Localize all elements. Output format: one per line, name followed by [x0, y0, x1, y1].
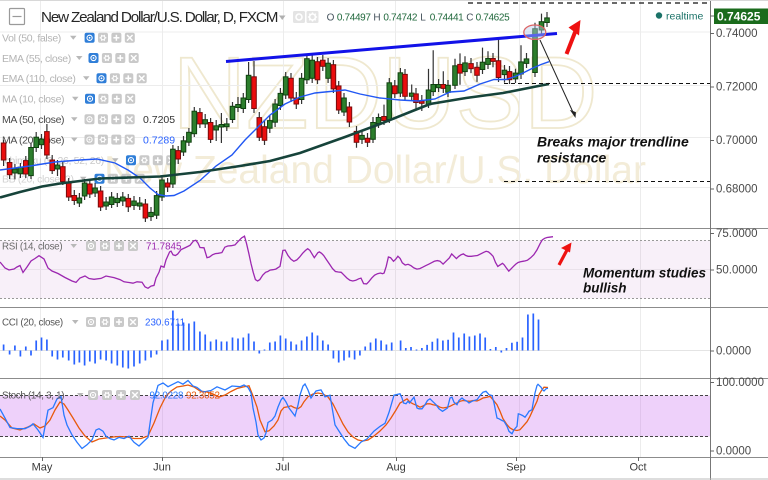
svg-text:Breaks major trendline: Breaks major trendline — [537, 134, 689, 150]
svg-text:Oct: Oct — [629, 462, 646, 474]
svg-text:0.7205: 0.7205 — [143, 114, 175, 126]
svg-text:MA (10, close): MA (10, close) — [2, 94, 64, 106]
svg-text:Jul: Jul — [275, 462, 289, 474]
svg-text:New Zealand Dollar/U.S. Dollar: New Zealand Dollar/U.S. Dollar, D, FXCM — [41, 9, 278, 26]
svg-text:O: O — [327, 13, 335, 24]
svg-text:H: H — [373, 13, 380, 24]
svg-text:0.68000: 0.68000 — [716, 184, 758, 196]
svg-text:Aug: Aug — [386, 462, 406, 474]
svg-text:L: L — [420, 13, 426, 24]
svg-text:May: May — [32, 462, 53, 474]
svg-text:C: C — [466, 13, 473, 24]
svg-text:0.74742: 0.74742 — [383, 13, 417, 24]
svg-text:Sep: Sep — [506, 462, 526, 474]
svg-text:0.74441: 0.74441 — [430, 13, 464, 24]
svg-text:92.0228: 92.0228 — [150, 390, 184, 401]
svg-text:0.0000: 0.0000 — [716, 446, 751, 458]
svg-text:0.74000: 0.74000 — [716, 28, 758, 40]
svg-text:EMA (55, close): EMA (55, close) — [2, 53, 71, 65]
svg-text:Jun: Jun — [153, 462, 171, 474]
svg-text:0.74497: 0.74497 — [337, 13, 371, 24]
svg-text:Vol (50, false): Vol (50, false) — [2, 33, 61, 45]
svg-text:0.74625: 0.74625 — [717, 10, 761, 24]
svg-text:EMA (110, close): EMA (110, close) — [2, 73, 76, 85]
svg-text:92.3052: 92.3052 — [186, 390, 220, 401]
svg-text:0.7289: 0.7289 — [143, 134, 175, 146]
svg-text:resistance: resistance — [537, 150, 606, 166]
svg-text:0.72000: 0.72000 — [716, 82, 758, 94]
svg-text:Momentum studies: Momentum studies — [583, 266, 707, 281]
svg-text:realtime: realtime — [666, 11, 704, 23]
svg-text:CCI (20, close): CCI (20, close) — [2, 317, 63, 328]
svg-text:0.70000: 0.70000 — [716, 135, 758, 147]
svg-text:bullish: bullish — [583, 281, 627, 296]
svg-text:100.0000: 100.0000 — [716, 377, 764, 389]
svg-text:71.7845: 71.7845 — [146, 241, 182, 252]
svg-text:230.6711: 230.6711 — [145, 317, 185, 328]
svg-text:MA (50, close): MA (50, close) — [2, 114, 64, 126]
svg-text:MA (20, close): MA (20, close) — [2, 134, 64, 146]
svg-text:0.0000: 0.0000 — [716, 346, 751, 358]
svg-text:RSI (14, close): RSI (14, close) — [2, 241, 62, 252]
svg-text:50.0000: 50.0000 — [716, 265, 758, 277]
svg-text:75.0000: 75.0000 — [716, 228, 758, 240]
svg-text:Stoch (14, 3, 1): Stoch (14, 3, 1) — [2, 390, 64, 401]
svg-text:0.74625: 0.74625 — [476, 13, 510, 24]
